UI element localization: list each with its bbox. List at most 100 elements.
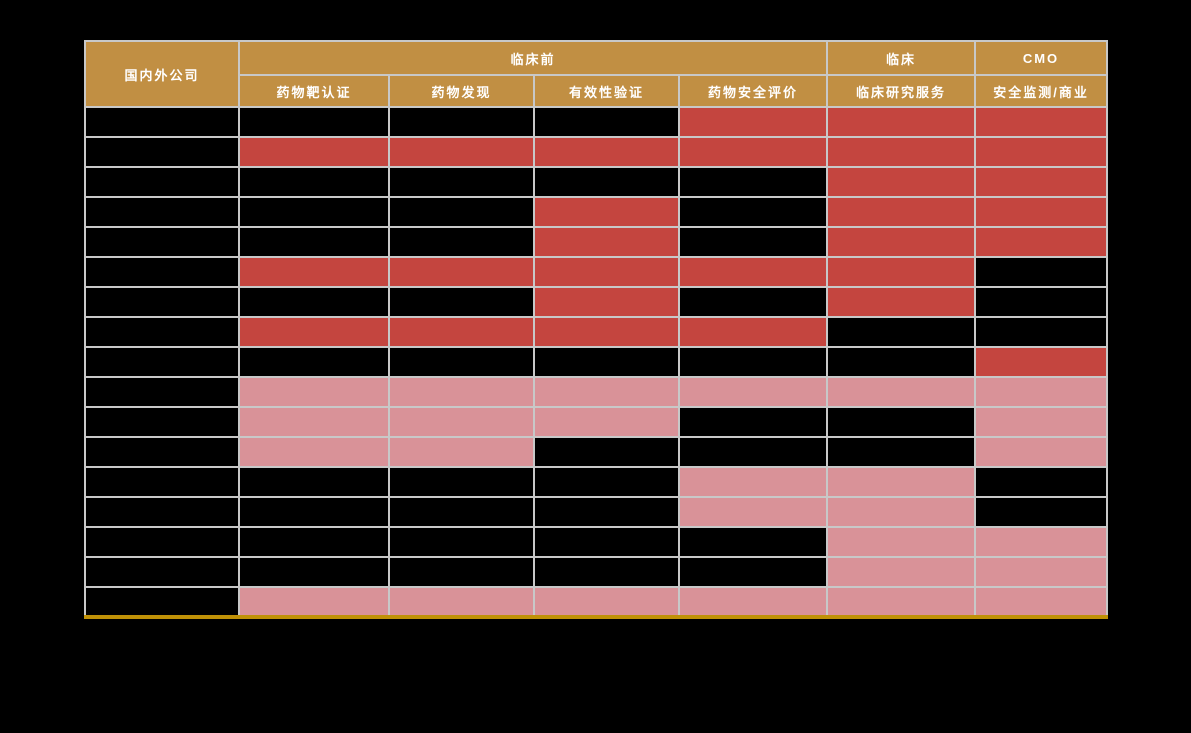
column-header-drug-discovery: 药物发现	[388, 74, 535, 108]
column-header-efficacy-validation: 有效性验证	[533, 74, 680, 108]
coverage-cell-black	[388, 166, 535, 198]
coverage-cell-pink	[388, 586, 535, 618]
table-row	[84, 136, 1109, 168]
coverage-cell-black	[533, 496, 680, 528]
coverage-cell-pink	[533, 376, 680, 408]
table-row	[84, 466, 1109, 498]
coverage-cell-pink	[388, 376, 535, 408]
coverage-cell-red	[826, 106, 977, 138]
coverage-cell-black	[238, 346, 390, 378]
table-row	[84, 376, 1109, 408]
coverage-cell-red	[974, 196, 1109, 228]
coverage-cell-black	[677, 556, 829, 588]
table-header: 国内外公司 临床前 临床 CMO 药物靶认证 药物发现 有效性验证 药物安全评价…	[84, 40, 1109, 108]
coverage-cell-black	[388, 226, 535, 258]
coverage-cell-pink	[974, 556, 1109, 588]
table-row	[84, 586, 1109, 618]
company-cell	[84, 586, 240, 618]
coverage-cell-black	[238, 466, 390, 498]
coverage-cell-red	[533, 226, 680, 258]
coverage-cell-black	[533, 346, 680, 378]
coverage-cell-black	[826, 406, 977, 438]
coverage-cell-black	[677, 406, 829, 438]
coverage-cell-red	[533, 136, 680, 168]
table-row	[84, 226, 1109, 258]
matrix-body	[84, 106, 1109, 618]
table-row	[84, 436, 1109, 468]
coverage-cell-pink	[974, 586, 1109, 618]
group-header-preclinical: 临床前	[237, 40, 829, 76]
coverage-cell-black	[388, 496, 535, 528]
coverage-cell-black	[388, 106, 535, 138]
coverage-cell-black	[974, 256, 1109, 288]
coverage-cell-black	[533, 526, 680, 558]
coverage-cell-pink	[826, 496, 977, 528]
coverage-cell-black	[238, 286, 390, 318]
coverage-cell-pink	[974, 376, 1109, 408]
coverage-cell-pink	[238, 436, 390, 468]
coverage-cell-pink	[388, 406, 535, 438]
coverage-cell-red	[677, 316, 829, 348]
coverage-cell-red	[826, 166, 977, 198]
table-row	[84, 346, 1109, 378]
column-header-safety-monitoring-commercial: 安全监测/商业	[974, 74, 1109, 108]
company-cell	[84, 136, 240, 168]
coverage-cell-black	[238, 556, 390, 588]
table-row	[84, 166, 1109, 198]
coverage-cell-black	[677, 166, 829, 198]
table-row	[84, 406, 1109, 438]
coverage-cell-pink	[677, 466, 829, 498]
table-row	[84, 556, 1109, 588]
coverage-cell-black	[238, 166, 390, 198]
coverage-cell-black	[677, 226, 829, 258]
coverage-cell-black	[533, 556, 680, 588]
table-row	[84, 106, 1109, 138]
coverage-cell-black	[677, 196, 829, 228]
company-coverage-table: 国内外公司 临床前 临床 CMO 药物靶认证 药物发现 有效性验证 药物安全评价…	[84, 40, 1109, 619]
coverage-cell-red	[974, 166, 1109, 198]
company-cell	[84, 526, 240, 558]
coverage-cell-red	[677, 106, 829, 138]
coverage-cell-pink	[238, 376, 390, 408]
coverage-cell-black	[826, 316, 977, 348]
coverage-cell-black	[677, 286, 829, 318]
coverage-cell-red	[388, 136, 535, 168]
group-header-cmo: CMO	[974, 40, 1109, 76]
company-cell	[84, 466, 240, 498]
coverage-cell-black	[974, 466, 1109, 498]
coverage-cell-black	[533, 166, 680, 198]
coverage-cell-red	[826, 256, 977, 288]
coverage-cell-red	[388, 256, 535, 288]
coverage-cell-red	[238, 256, 390, 288]
coverage-cell-black	[677, 526, 829, 558]
coverage-cell-red	[533, 256, 680, 288]
column-header-clinical-research-service: 临床研究服务	[826, 74, 977, 108]
coverage-cell-pink	[238, 406, 390, 438]
coverage-cell-black	[388, 346, 535, 378]
coverage-cell-pink	[826, 376, 977, 408]
coverage-cell-black	[388, 556, 535, 588]
coverage-cell-pink	[826, 556, 977, 588]
coverage-cell-red	[974, 346, 1109, 378]
coverage-cell-red	[388, 316, 535, 348]
company-cell	[84, 226, 240, 258]
column-header-safety-evaluation: 药物安全评价	[677, 74, 829, 108]
header-group-row: 国内外公司 临床前 临床 CMO	[84, 40, 1109, 108]
coverage-cell-pink	[826, 526, 977, 558]
coverage-cell-black	[388, 196, 535, 228]
coverage-cell-black	[677, 436, 829, 468]
company-cell	[84, 346, 240, 378]
coverage-cell-black	[533, 436, 680, 468]
company-cell	[84, 166, 240, 198]
coverage-cell-black	[238, 226, 390, 258]
coverage-cell-pink	[677, 496, 829, 528]
company-cell	[84, 376, 240, 408]
company-cell	[84, 316, 240, 348]
table-row	[84, 196, 1109, 228]
company-cell	[84, 436, 240, 468]
coverage-cell-pink	[388, 436, 535, 468]
coverage-cell-black	[826, 346, 977, 378]
table-row	[84, 316, 1109, 348]
coverage-cell-black	[533, 466, 680, 498]
